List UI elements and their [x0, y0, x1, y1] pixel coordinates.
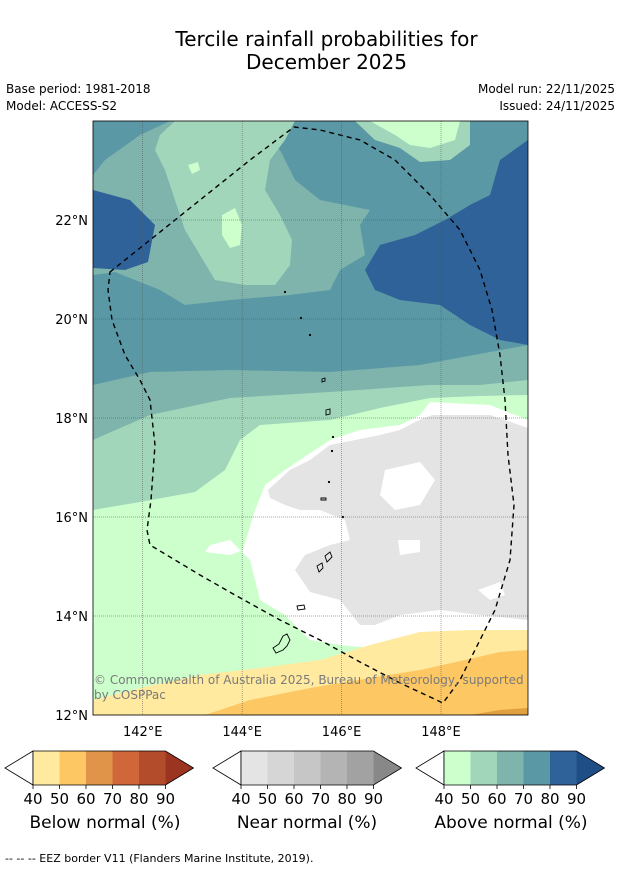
- near-colorbar-tick-label: 60: [284, 790, 303, 808]
- below-colorbar-segment: [112, 751, 140, 785]
- below-colorbar-tick-label: 60: [76, 790, 95, 808]
- island-agrihan: [321, 377, 326, 383]
- below-colorbar-segment: [86, 751, 113, 785]
- map-frame: [92, 120, 529, 716]
- island-maug: [299, 316, 303, 320]
- longitude-label: 142°E: [123, 725, 163, 740]
- latitude-label: 12°N: [55, 709, 88, 724]
- base-period: Base period: 1981-2018: [6, 82, 151, 96]
- below-colorbar-tick-label: 90: [156, 790, 175, 808]
- metadata-left: Base period: 1981-2018 Model: ACCESS-S2: [6, 81, 151, 115]
- island-small: [330, 449, 334, 453]
- island-alamagan: [327, 480, 331, 484]
- above-colorbar-segment: [523, 751, 551, 785]
- below-60-region: [470, 708, 528, 715]
- below-colorbar-over-arrow: [165, 751, 194, 785]
- title-line-2: December 2025: [246, 50, 407, 74]
- near-normal-colorbar: 40 50 60 70 80 90: [212, 750, 403, 808]
- near-colorbar-segment: [267, 751, 295, 785]
- copyright-line-2: by COSPPac: [94, 688, 166, 702]
- island-tinian: [316, 562, 324, 573]
- below-colorbar-under-arrow: [4, 750, 34, 786]
- above-colorbar-tick-label: 90: [567, 790, 586, 808]
- island-guguan: [331, 435, 335, 439]
- latitude-label: 20°N: [55, 313, 88, 328]
- near-colorbar-segment: [347, 751, 374, 785]
- above-80-region: [93, 140, 528, 345]
- near-colorbar-tick-label: 80: [337, 790, 356, 808]
- above-colorbar-tick-label: 60: [487, 790, 506, 808]
- above-colorbar-segment: [550, 751, 577, 785]
- above-colorbar-under-arrow: [415, 750, 445, 786]
- near-colorbar-segment: [320, 751, 348, 785]
- below-colorbar-tick-label: 80: [129, 790, 148, 808]
- longitude-label: 146°E: [322, 725, 362, 740]
- above-colorbar-tick-label: 40: [434, 790, 453, 808]
- below-colorbar-tick-label: 70: [103, 790, 122, 808]
- white-normal-hole: [380, 462, 505, 600]
- below-normal-colorbar: 40 50 60 70 80 90: [4, 750, 195, 808]
- title-line-1: Tercile rainfall probabilities for: [175, 27, 478, 51]
- issued-date: Issued: 24/11/2025: [499, 99, 615, 113]
- above-colorbar-outline: [443, 750, 606, 786]
- above-normal-title: Above normal (%): [434, 813, 588, 833]
- near-colorbar-under-arrow: [212, 750, 242, 786]
- probability-fill-layer: [93, 121, 528, 715]
- model-run-date: Model run: 22/11/2025: [477, 82, 615, 96]
- below-50-region: [205, 650, 528, 715]
- above-colorbar-over-arrow: [576, 751, 605, 785]
- latitude-label: 18°N: [55, 412, 88, 427]
- model-name: Model: ACCESS-S2: [6, 99, 118, 113]
- copyright-line-1: © Commonwealth of Australia 2025, Bureau…: [94, 673, 524, 687]
- rainfall-probability-map: 22°N 20°N 18°N 16°N 14°N 12°N 142°E 144°E 146°E…: [55, 120, 529, 740]
- latitude-label: 22°N: [55, 214, 88, 229]
- near-colorbar-segment: [294, 751, 321, 785]
- island-saipan: [324, 551, 333, 563]
- near-colorbar-tick-label: 70: [311, 790, 330, 808]
- island-guam: [272, 633, 291, 654]
- above-normal-colorbar: 40 50 60 70 80 90: [415, 750, 606, 808]
- above-50-region-north: [155, 121, 295, 285]
- near-colorbar-tick-label: 90: [364, 790, 383, 808]
- below-colorbar-tick-label: 50: [50, 790, 69, 808]
- map-title: Tercile rainfall probabilities for Decem…: [0, 28, 621, 74]
- island-anatahan: [320, 497, 327, 501]
- below-normal-title: Below normal (%): [29, 813, 181, 833]
- latitude-label: 14°N: [55, 610, 88, 625]
- below-colorbar-outline: [32, 750, 195, 786]
- below-colorbar-tick-label: 40: [23, 790, 42, 808]
- metadata-right: Model run: 22/11/2025 Issued: 24/11/2025: [478, 81, 615, 115]
- near-colorbar-over-arrow: [373, 751, 402, 785]
- longitude-label: 148°E: [421, 725, 461, 740]
- islands: [272, 290, 345, 654]
- above-colorbar-tick-label: 80: [540, 790, 559, 808]
- above-colorbar-segment: [497, 751, 524, 785]
- near-colorbar-outline: [240, 750, 403, 786]
- colorbars: 40 50 60 70 80 90 40 50 60 70 80 90 40 50 60 70 80 90: [4, 750, 606, 808]
- near-normal-title: Near normal (%): [236, 813, 378, 833]
- near-colorbar-segment: [241, 751, 268, 785]
- above-40-region-north: [188, 162, 242, 248]
- below-colorbar-segment: [33, 751, 60, 785]
- below-colorbar-segment: [59, 751, 87, 785]
- near-40-region: [268, 415, 528, 625]
- above-40-region-northeast: [370, 121, 460, 148]
- latitude-label: 16°N: [55, 511, 88, 526]
- island-pagan: [325, 408, 331, 416]
- latitude-labels: 22°N 20°N 18°N 16°N 14°N 12°N: [55, 214, 88, 724]
- below-colorbar-segment: [139, 751, 166, 785]
- above-colorbar-segment: [444, 751, 471, 785]
- above-colorbar-tick-label: 70: [514, 790, 533, 808]
- longitude-label: 144°E: [222, 725, 262, 740]
- island-asuncion: [308, 333, 312, 337]
- eez-border: [107, 126, 515, 704]
- island-farallon: [283, 290, 287, 294]
- above-colorbar-tick-label: 50: [461, 790, 480, 808]
- longitude-labels: 142°E 144°E 146°E 148°E: [123, 725, 461, 740]
- eez-border-footnote: -- -- -- EEZ border V11 (Flanders Marine…: [5, 852, 314, 865]
- above-colorbar-segment: [470, 751, 498, 785]
- near-colorbar-tick-label: 40: [231, 790, 250, 808]
- island-rota: [296, 604, 306, 611]
- near-colorbar-tick-label: 50: [258, 790, 277, 808]
